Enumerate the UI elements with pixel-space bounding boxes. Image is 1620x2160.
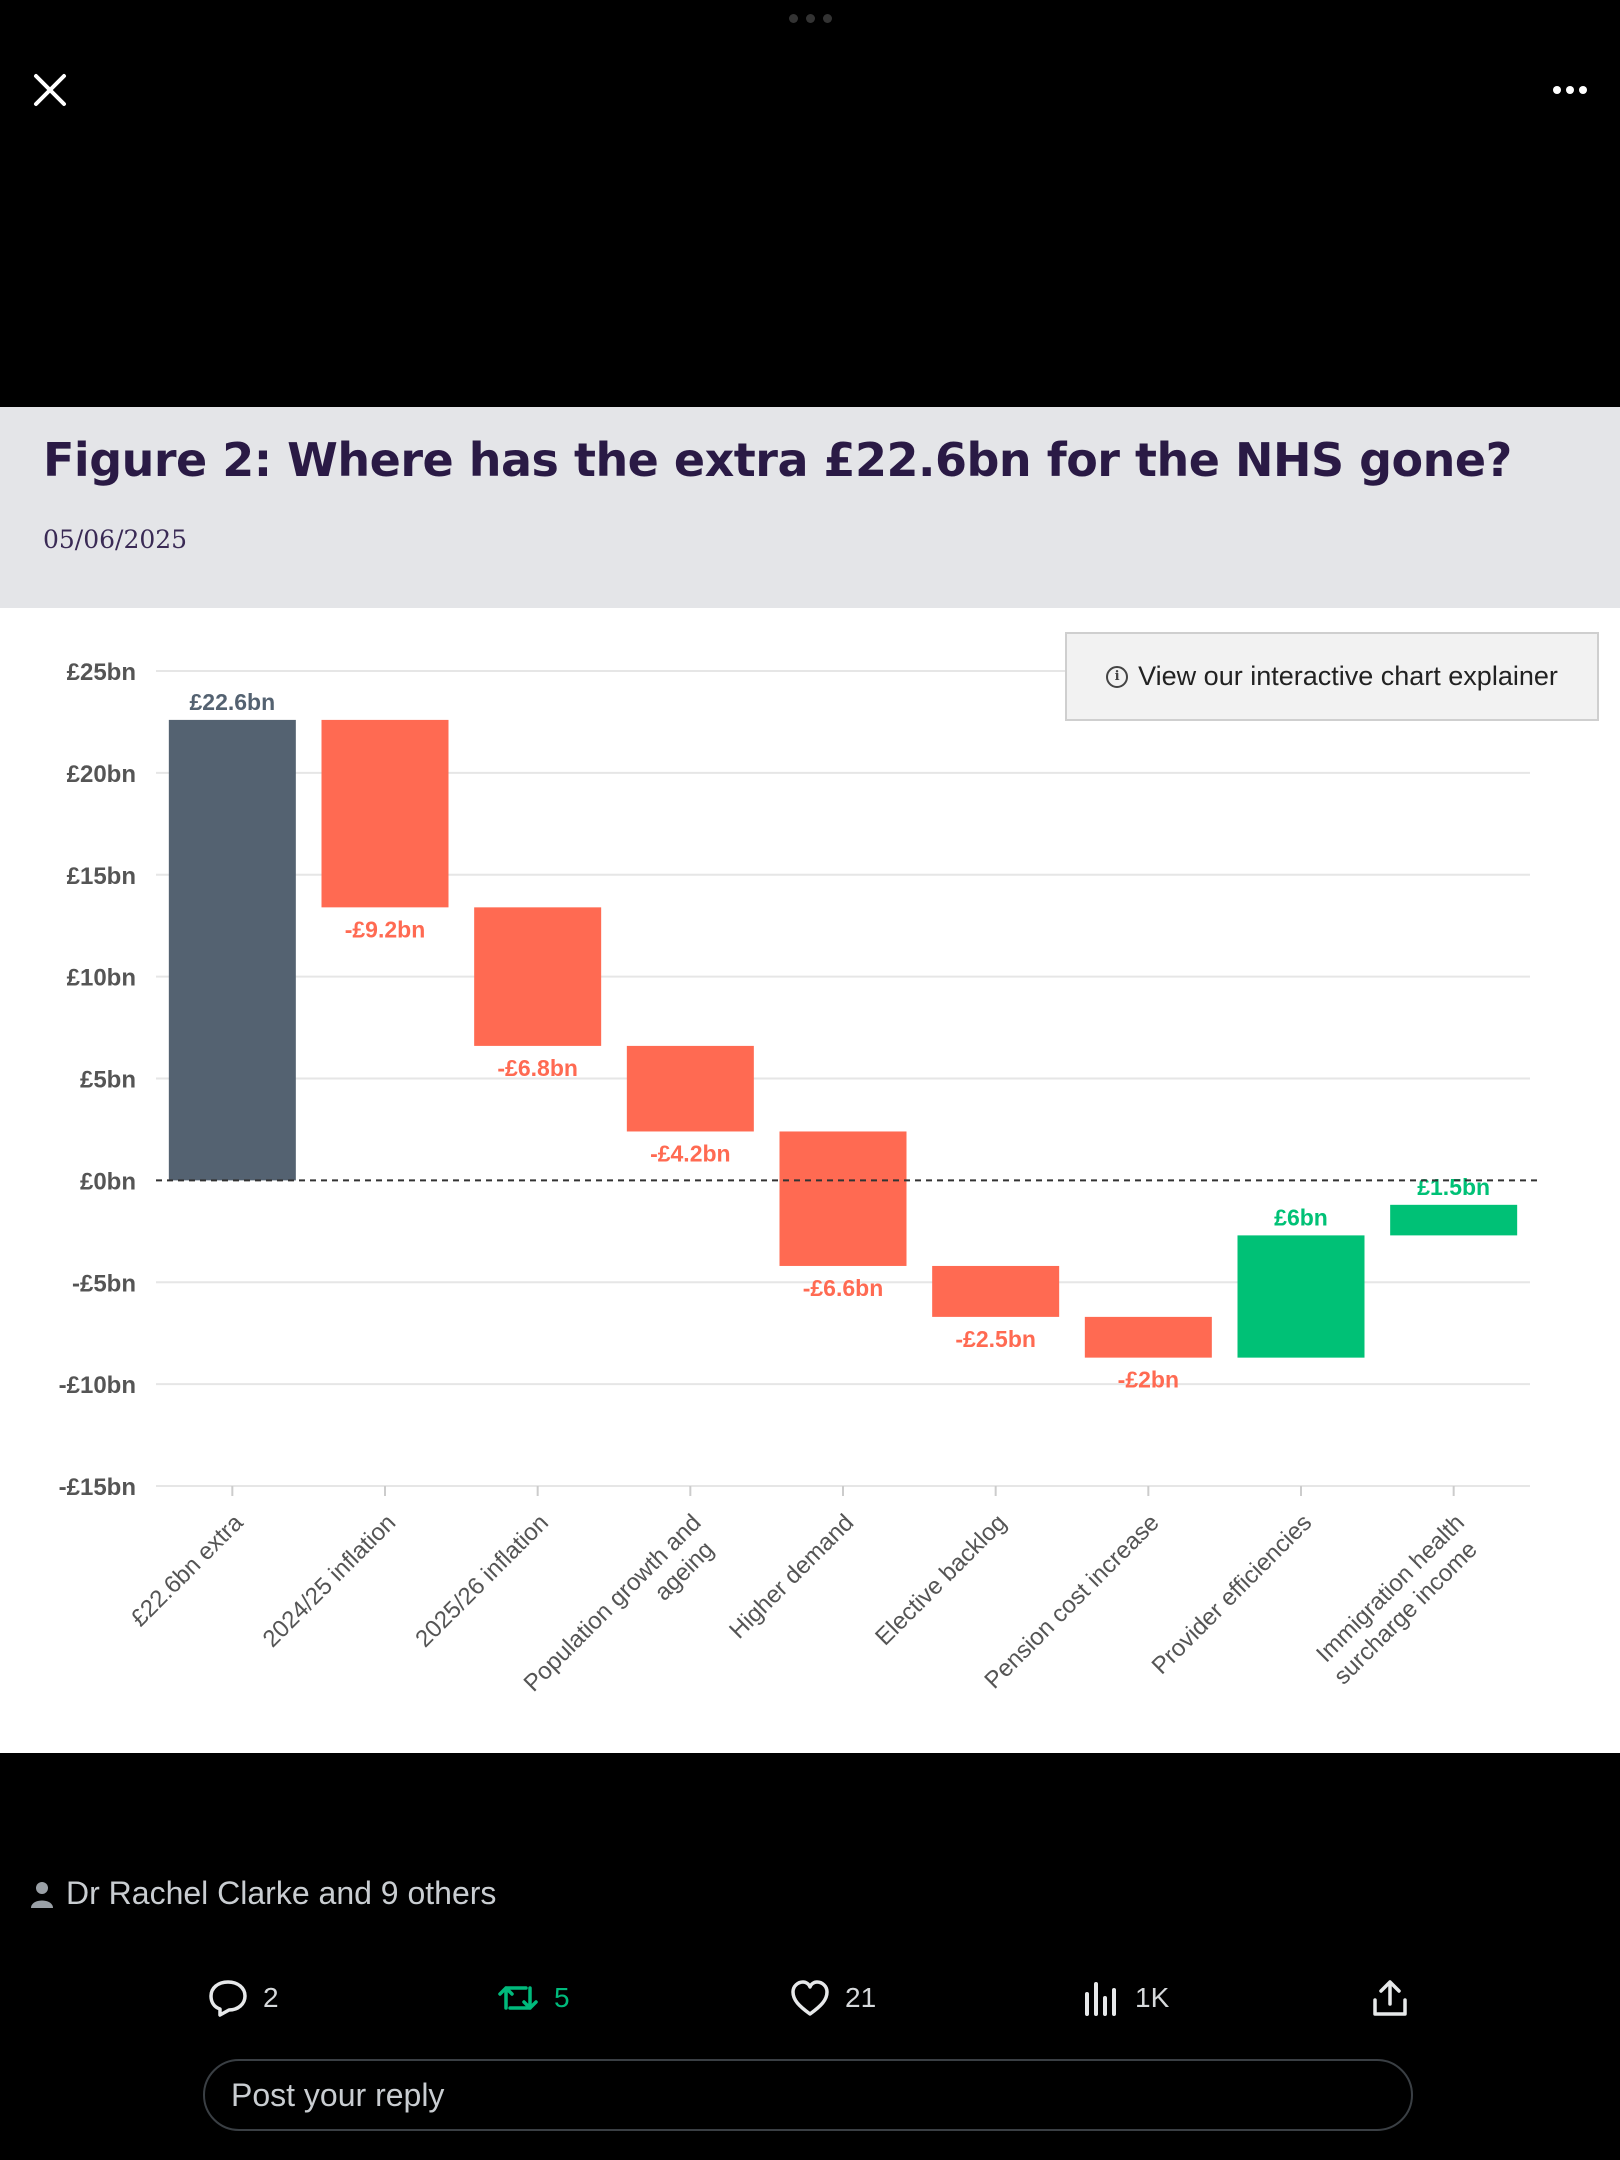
data-label: -£4.2bn <box>650 1140 731 1166</box>
y-tick-label: £10bn <box>67 965 136 992</box>
y-tick-label: -£10bn <box>59 1372 136 1399</box>
views-count: 1K <box>1135 1982 1170 2013</box>
reply-count: 2 <box>263 1982 279 2013</box>
chart-panel: £25bn £20bn £15bn £10bn £5bn £0bn -£5bn -£10bn -… <box>0 608 1620 1753</box>
heart-icon <box>791 1980 829 2016</box>
liked-by-text: Dr Rachel Clarke and 9 others <box>66 1875 497 1911</box>
chart-explainer-button[interactable]: i View our interactive chart explainer <box>1065 632 1599 721</box>
x-category-label-line: 2024/25 inflation <box>258 1509 402 1653</box>
reply-composer[interactable] <box>203 2059 1413 2131</box>
reply-action[interactable]: 2 <box>207 1978 279 2018</box>
person-icon <box>31 1881 53 1908</box>
figure-header: Figure 2: Where has the extra £22.6bn fo… <box>0 407 1620 608</box>
bar-1 <box>321 719 449 908</box>
y-tick-label: £5bn <box>80 1067 136 1094</box>
x-category-label: Provider efficiencies <box>1147 1509 1318 1680</box>
y-tick-label: £20bn <box>67 761 136 788</box>
repost-icon <box>498 1986 538 2010</box>
x-category-label: 2024/25 inflation <box>258 1509 402 1653</box>
x-category-label-line: Provider efficiencies <box>1147 1509 1318 1680</box>
x-category-label: Higher demand <box>724 1509 859 1644</box>
figure-date: 05/06/2025 <box>43 525 188 554</box>
x-category-label-line: Higher demand <box>724 1509 859 1644</box>
y-tick-label: -£5bn <box>72 1270 136 1297</box>
x-category-label-line: Population growth and <box>519 1509 707 1697</box>
sheet-grabber[interactable] <box>789 14 832 23</box>
data-label: -£9.2bn <box>345 916 426 942</box>
x-category-label-line: Pension cost increase <box>979 1509 1164 1694</box>
data-label: £1.5bn <box>1417 1174 1490 1200</box>
x-category-label: 2025/26 inflation <box>410 1509 554 1653</box>
x-category-label-line: 2025/26 inflation <box>410 1509 554 1653</box>
bar-8 <box>1390 1204 1518 1236</box>
chart-explainer-label: View our interactive chart explainer <box>1138 661 1558 691</box>
repost-action[interactable]: 5 <box>496 1978 570 2018</box>
x-category-label: £22.6bn extra <box>126 1509 249 1632</box>
bar-5 <box>932 1265 1060 1317</box>
views-action[interactable]: 1K <box>1081 1978 1169 2018</box>
data-label: £22.6bn <box>190 689 276 715</box>
x-category-label-line: Elective backlog <box>870 1509 1012 1651</box>
bar-3 <box>626 1045 754 1132</box>
more-icon <box>1553 86 1587 94</box>
bar-6 <box>1084 1316 1212 1358</box>
bar-0 <box>168 719 296 1181</box>
bar-4 <box>779 1131 907 1266</box>
data-label: -£2.5bn <box>955 1326 1036 1352</box>
more-options-button[interactable] <box>1550 76 1590 104</box>
like-action[interactable]: 21 <box>789 1978 876 2018</box>
info-icon: i <box>1106 665 1129 688</box>
close-button[interactable] <box>30 70 70 110</box>
share-icon <box>1373 1980 1407 2016</box>
close-icon <box>34 74 66 106</box>
x-category-label: Elective backlog <box>870 1509 1012 1651</box>
data-label: £6bn <box>1274 1204 1328 1230</box>
y-tick-label: -£15bn <box>59 1474 136 1501</box>
share-action[interactable] <box>1370 1978 1410 2018</box>
like-count: 21 <box>845 1982 877 2013</box>
x-category-label: Pension cost increase <box>979 1509 1164 1694</box>
y-tick-label: £0bn <box>80 1168 136 1195</box>
data-label: -£6.8bn <box>497 1055 578 1081</box>
liked-by-attribution[interactable]: Dr Rachel Clarke and 9 others <box>30 1875 496 1912</box>
repost-count: 5 <box>554 1982 570 2013</box>
reply-icon <box>209 1980 247 2017</box>
data-label: -£6.6bn <box>803 1275 884 1301</box>
waterfall-chart: £25bn £20bn £15bn £10bn £5bn £0bn -£5bn -£10bn -… <box>59 659 1540 1717</box>
views-icon <box>1085 1982 1116 2016</box>
reply-input[interactable] <box>229 2075 1387 2115</box>
figure-title: Figure 2: Where has the extra £22.6bn fo… <box>43 433 1512 487</box>
bar-7 <box>1237 1235 1365 1358</box>
y-tick-label: £15bn <box>67 863 136 890</box>
bar-2 <box>474 907 602 1046</box>
y-tick-label: £25bn <box>67 659 136 686</box>
x-category-label: Population growth andageing <box>519 1509 727 1717</box>
data-label: -£2bn <box>1118 1367 1179 1393</box>
x-category-label-line: £22.6bn extra <box>126 1509 249 1632</box>
x-category-label: Immigration healthsurcharge income <box>1309 1509 1490 1690</box>
